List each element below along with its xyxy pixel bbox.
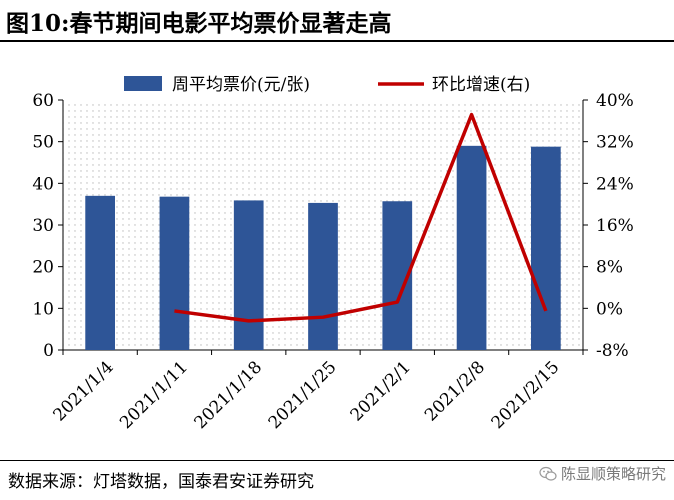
footer-divider <box>0 460 674 461</box>
right-tick-label: -8% <box>596 341 629 361</box>
wechat-icon <box>539 466 557 481</box>
right-tick-label: 40% <box>596 91 634 111</box>
bar <box>308 202 338 350</box>
legend-label-bar: 周平均票价(元/张) <box>172 75 310 95</box>
x-tick-label: 2021/2/1 <box>347 357 415 425</box>
left-tick-label: 10 <box>32 299 54 319</box>
right-tick-label: 8% <box>596 258 623 278</box>
right-tick-label: 24% <box>596 174 634 194</box>
bar <box>531 146 561 350</box>
bar <box>456 145 487 350</box>
x-tick-label: 2021/1/4 <box>50 357 118 425</box>
watermark-text: 陈显顺策略研究 <box>560 465 666 483</box>
left-tick-label: 40 <box>32 174 54 194</box>
data-source-note: 数据来源：灯塔数据，国泰君安证券研究 <box>8 472 314 492</box>
watermark: 陈显顺策略研究 <box>539 463 666 484</box>
figure-title: 图10:春节期间电影平均票价显著走高 <box>6 10 392 37</box>
left-tick-label: 20 <box>32 258 54 278</box>
x-tick-label: 2021/1/18 <box>190 357 266 433</box>
right-tick-label: 16% <box>596 216 634 236</box>
x-tick-label: 2021/2/8 <box>421 357 489 425</box>
left-tick-label: 50 <box>32 133 54 153</box>
x-tick-label: 2021/1/25 <box>265 357 341 433</box>
x-tick-label: 2021/2/15 <box>488 357 564 433</box>
bar <box>233 200 264 350</box>
left-tick-label: 30 <box>32 216 54 236</box>
combo-chart: 0 10 20 30 40 50 60 -8% 0% 8% 16% 24% 32% 40% 2021/1/4… <box>32 75 634 433</box>
left-tick-label: 0 <box>43 341 54 361</box>
title-divider <box>0 40 674 42</box>
bar <box>159 196 190 350</box>
legend-label-line: 环比增速(右) <box>432 75 530 95</box>
growth-rate-line <box>174 112 548 323</box>
legend-swatch-bar <box>124 76 162 91</box>
bar <box>85 195 115 350</box>
left-tick-label: 60 <box>32 91 54 111</box>
right-tick-label: 0% <box>596 299 623 319</box>
right-tick-label: 32% <box>596 133 634 153</box>
x-tick-label: 2021/1/11 <box>116 357 192 433</box>
